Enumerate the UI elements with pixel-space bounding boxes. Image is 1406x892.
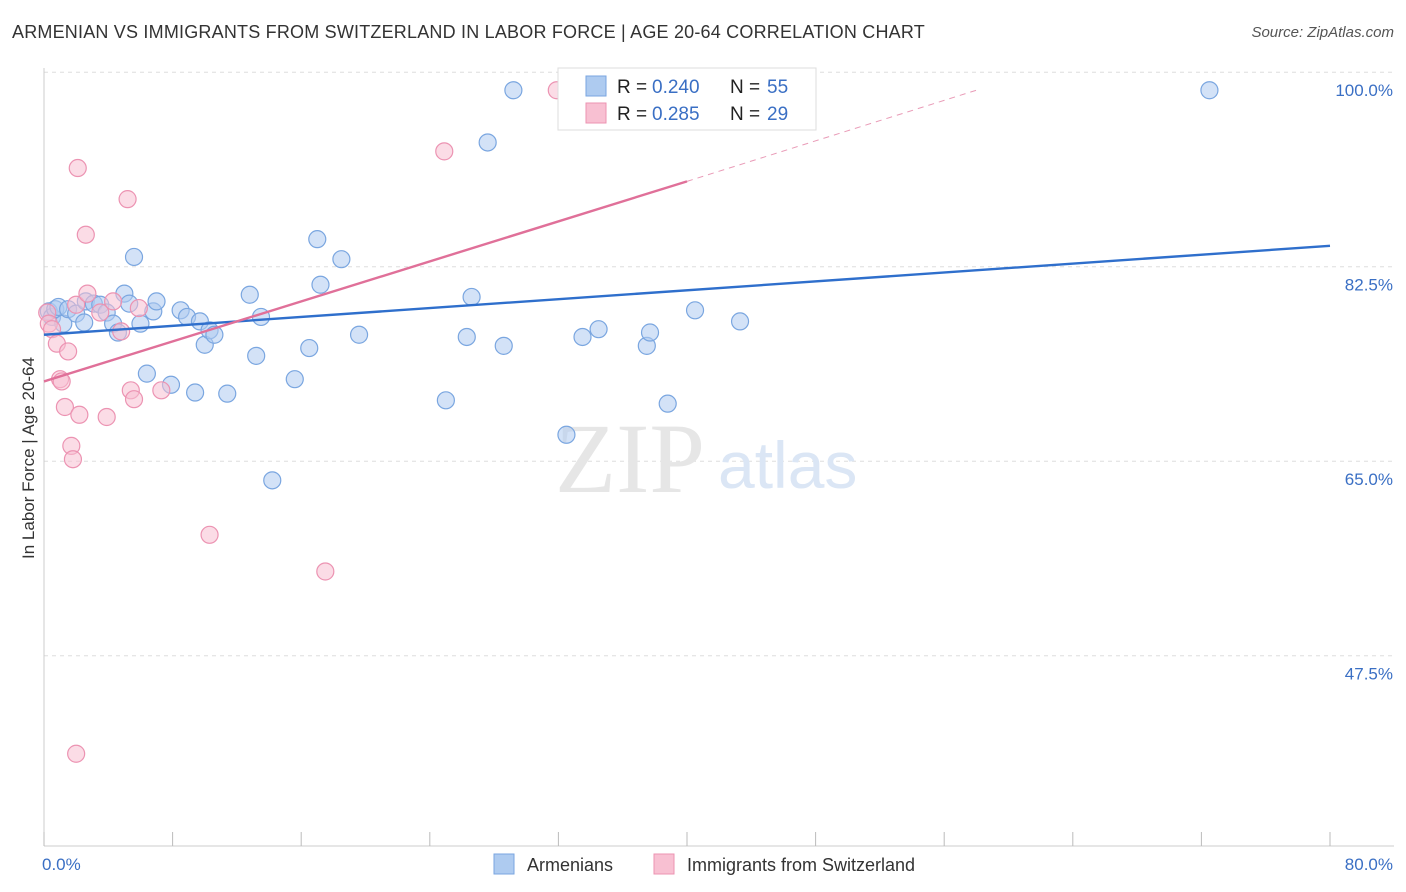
swiss-point-10: [67, 295, 86, 314]
swiss-point-17: [104, 292, 123, 311]
armenian-point-30: [240, 285, 259, 304]
stats-legend-n-label-1: N =: [730, 104, 760, 125]
y-tick-label-1: 65.0%: [1345, 470, 1393, 489]
series-legend-swatch-0: [493, 853, 515, 875]
series-legend-swatch-1: [653, 853, 675, 875]
armenian-point-47: [573, 327, 592, 347]
y-tick-label-2: 82.5%: [1345, 276, 1393, 295]
swiss-point-28: [67, 744, 86, 763]
armenian-point-35: [300, 338, 319, 358]
armenian-point-24: [186, 383, 205, 402]
stats-legend-swatch-0: [585, 75, 607, 97]
armenian-point-45: [504, 81, 523, 100]
stats-legend-r-label-0: R =: [617, 77, 647, 98]
y-tick-label-0: 47.5%: [1345, 665, 1393, 684]
stats-legend-n-value-0: 55: [767, 77, 788, 98]
swiss-point-11: [68, 158, 87, 178]
x-tick-label-0: 0.0%: [42, 855, 81, 874]
armenian-point-39: [349, 325, 369, 344]
armenian-point-37: [311, 275, 330, 294]
watermark: ZIP atlas: [555, 403, 857, 514]
x-tick-label-1: 80.0%: [1345, 855, 1393, 874]
stats-legend: R = 0.240 N = 55 R = 0.285 N = 29: [557, 67, 817, 131]
watermark-zip: ZIP: [555, 403, 705, 514]
armenian-point-44: [494, 336, 513, 355]
swiss-point-12: [70, 405, 89, 424]
stats-legend-r-value-0: 0.240: [652, 77, 700, 98]
swiss-point-26: [435, 142, 454, 161]
swiss-point-25: [316, 562, 335, 581]
swiss-point-24: [200, 525, 219, 544]
trend-line-0: [43, 244, 1331, 336]
armenian-point-18: [137, 364, 156, 383]
series-legend: Armenians Immigrants from Switzerland: [493, 853, 915, 875]
stats-legend-n-value-1: 29: [767, 104, 788, 125]
swiss-point-23: [152, 381, 171, 400]
armenian-point-40: [436, 391, 455, 410]
swiss-point-22: [129, 298, 148, 318]
swiss-point-13: [76, 225, 95, 244]
armenian-point-50: [640, 323, 660, 342]
swiss-point-9: [63, 450, 83, 469]
stats-legend-n-label-0: N =: [730, 77, 760, 98]
axis-layer: 0.0% 80.0%: [42, 68, 1394, 874]
trend-line-1: [43, 180, 688, 383]
armenian-point-52: [685, 301, 705, 320]
armenian-point-16: [124, 247, 144, 267]
armenian-point-53: [730, 312, 750, 331]
swiss-point-19: [118, 190, 137, 209]
watermark-atlas: atlas: [718, 428, 857, 502]
swiss-point-16: [97, 407, 116, 427]
chart-title: ARMENIAN VS IMMIGRANTS FROM SWITZERLAND …: [12, 22, 925, 42]
swiss-point-14: [78, 284, 97, 303]
grid-layer: 47.5% 65.0% 82.5% 100.0%: [44, 71, 1394, 684]
armenian-point-33: [263, 471, 282, 490]
series-legend-label-1: Immigrants from Switzerland: [687, 855, 915, 875]
armenian-point-48: [589, 320, 608, 339]
trend-layer: [43, 89, 1331, 383]
swiss-point-15: [91, 303, 110, 322]
armenian-point-31: [247, 346, 266, 365]
armenian-point-54: [1200, 81, 1219, 100]
y-tick-label-3: 100.0%: [1335, 81, 1393, 100]
armenian-point-29: [218, 384, 237, 403]
armenian-point-20: [147, 292, 166, 311]
armenian-point-42: [462, 287, 481, 307]
swiss-point-6: [55, 397, 74, 417]
swiss-point-21: [124, 390, 144, 409]
armenian-point-51: [658, 394, 677, 413]
armenian-point-43: [478, 133, 497, 152]
series-legend-label-0: Armenians: [527, 855, 613, 875]
armenian-point-38: [332, 250, 351, 269]
chart-source: Source: ZipAtlas.com: [1251, 24, 1394, 41]
stats-legend-r-label-1: R =: [617, 104, 647, 125]
armenian-point-36: [308, 230, 327, 249]
swiss-point-18: [112, 322, 131, 341]
y-axis-title: In Labor Force | Age 20-64: [19, 357, 38, 559]
armenian-point-7: [75, 313, 94, 332]
armenian-point-34: [285, 370, 304, 389]
armenian-point-46: [557, 425, 576, 444]
stats-legend-swatch-1: [585, 102, 607, 124]
swiss-point-7: [59, 342, 78, 361]
armenian-point-41: [457, 327, 476, 347]
stats-legend-r-value-1: 0.285: [652, 104, 700, 125]
